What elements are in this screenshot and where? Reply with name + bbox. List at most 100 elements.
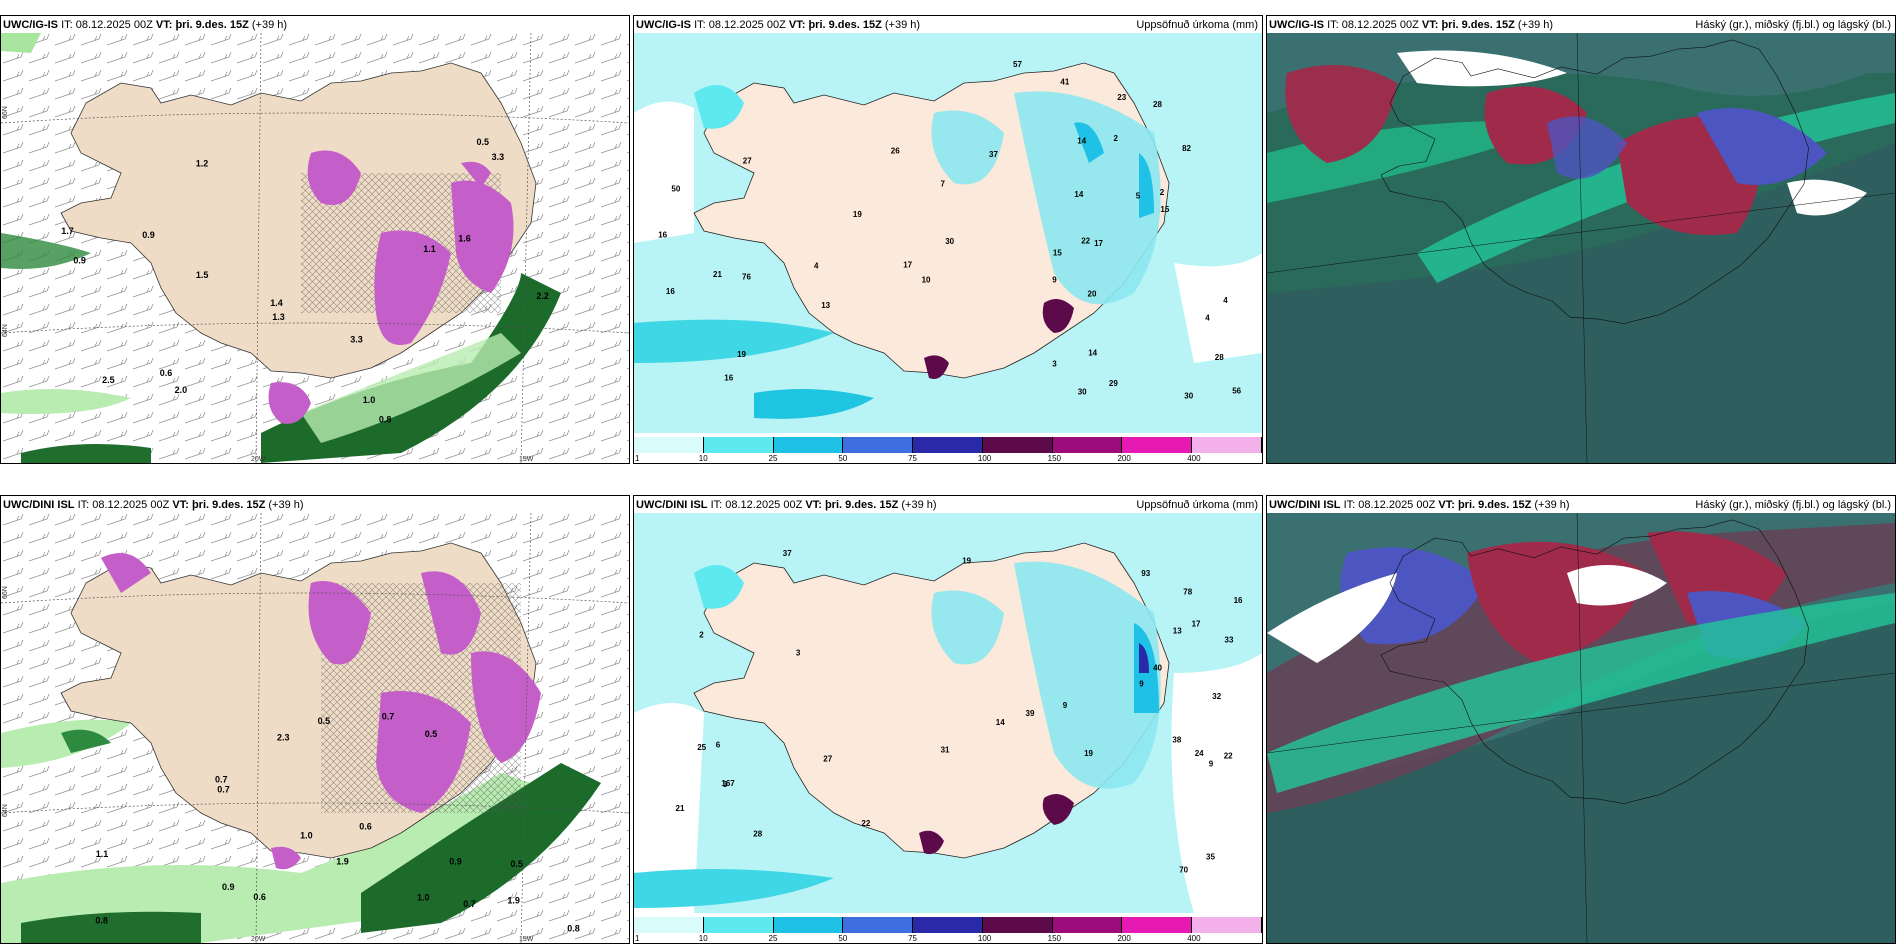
value-label: 16 [724, 374, 733, 383]
value-label: 33 [1225, 636, 1234, 645]
value-label: 70 [1179, 866, 1188, 875]
panel-header: UWC/IG-IS IT: 08.12.2025 00Z VT: þri. 9.… [636, 19, 921, 31]
value-label: 38 [1172, 735, 1181, 744]
value-label: 19 [737, 350, 746, 359]
value-label: 15 [1053, 249, 1062, 258]
value-label: 19 [853, 210, 862, 219]
panel-dini-snow-wind: UWC/DINI ISL IT: 08.12.2025 00Z VT: þri.… [0, 495, 630, 944]
value-label: 0.9 [222, 882, 235, 892]
panel-header: UWC/DINI ISL IT: 08.12.2025 00Z VT: þri.… [3, 499, 304, 511]
value-label: 27 [823, 754, 832, 763]
colorbar-cell [634, 917, 704, 933]
value-label: 1.4 [270, 298, 283, 308]
value-label: 20 [1088, 290, 1097, 299]
lat-label: 66N [2, 106, 9, 119]
value-label: 17 [1192, 619, 1201, 628]
value-label: 76 [742, 272, 751, 281]
value-label: 10 [922, 275, 931, 284]
colorbar-tick-label: 75 [908, 934, 918, 943]
value-label: 56 [1232, 387, 1241, 396]
value-label: 13 [1173, 627, 1182, 636]
value-label: 21 [676, 804, 685, 813]
value-label: 17 [903, 260, 912, 269]
value-label: 0.7 [217, 784, 230, 794]
value-label: 16 [666, 287, 675, 296]
value-label: 2.5 [102, 375, 115, 385]
value-label: 28 [753, 830, 762, 839]
colorbar-cell [1052, 917, 1123, 933]
colorbar-cell [982, 437, 1053, 453]
lat-label: 64N [2, 324, 9, 337]
value-label: 167 [721, 779, 735, 788]
precip-map: 3 3 2 22 24 32 70 27 28 37 19 21 39 33 38 31 22 25 167 40 78… [634, 513, 1262, 913]
precip-colorbar: 1 10 25 50 75 100 150 200 400 [634, 435, 1262, 463]
value-label: 0.9 [142, 230, 155, 240]
colorbar-cell [703, 917, 774, 933]
panel-igis-clouds: UWC/IG-IS IT: 08.12.2025 00Z VT: þri. 9.… [1266, 15, 1896, 464]
colorbar-cell [1122, 437, 1193, 453]
value-label: 24 [1195, 749, 1204, 758]
value-label: 1.9 [336, 857, 349, 867]
value-label: 1.0 [300, 830, 313, 840]
value-label: 2.0 [175, 385, 188, 395]
value-label: 30 [1184, 392, 1193, 401]
value-label: 39 [1026, 709, 1035, 718]
colorbar-tick-label: 400 [1187, 934, 1201, 943]
value-label: 9 [1139, 679, 1144, 688]
precip-map: 9 4 5 4 3 2 2 7 28 29 22 15 16 20 13 30 28 21 23 26 10 16 14 41… [634, 33, 1262, 433]
panel-header: UWC/DINI ISL IT: 08.12.2025 00Z VT: þri.… [1269, 499, 1570, 511]
value-label: 1.2 [196, 158, 209, 168]
value-label: 1.1 [423, 244, 436, 254]
colorbar-tick-label: 200 [1117, 454, 1131, 463]
value-label: 4 [1223, 296, 1228, 305]
value-label: 7 [941, 180, 946, 189]
value-label: 28 [1153, 100, 1162, 109]
value-label: 0.8 [567, 924, 580, 934]
value-label: 0.9 [449, 856, 462, 866]
value-label: 0.8 [95, 916, 108, 926]
value-label: 14 [1074, 190, 1083, 199]
value-label: 22 [1081, 236, 1090, 245]
panel-title: Uppsöfnuð úrkoma (mm) [1136, 19, 1258, 31]
value-label: 0.5 [318, 716, 331, 726]
panel-title: Háský (gr.), miðský (fj.bl.) og lágský (… [1695, 499, 1891, 511]
value-label: 1.7 [61, 226, 74, 236]
snow-wind-map: 66N 64N 20W 15W 0.8 1.2 0.6 0.9 1.6 1.0 2.2 1.5… [1, 33, 629, 463]
colorbar-tick-label: 50 [838, 934, 848, 943]
panel-igis-snow-wind: UWC/IG-IS IT: 08.12.2025 00Z VT: þri. 9.… [0, 15, 630, 464]
value-label: 0.5 [477, 137, 490, 147]
colorbar-cell [982, 917, 1053, 933]
value-label: 0.8 [379, 414, 392, 424]
value-label: 1.9 [507, 895, 520, 905]
value-label: 6 [716, 740, 721, 749]
value-label: 23 [1117, 93, 1126, 102]
value-label: 31 [941, 746, 950, 755]
panel-header: UWC/DINI ISL IT: 08.12.2025 00Z VT: þri.… [636, 499, 937, 511]
value-label: 9 [1052, 276, 1057, 285]
colorbar-tick-label: 25 [768, 934, 778, 943]
value-label: 2 [699, 631, 704, 640]
value-label: 14 [1077, 136, 1086, 145]
value-label: 93 [1141, 569, 1150, 578]
value-label: 22 [861, 819, 870, 828]
colorbar-tick-label: 400 [1187, 454, 1201, 463]
colorbar-tick-label: 150 [1047, 454, 1062, 463]
value-label: 57 [1013, 60, 1022, 69]
colorbar-tick-label: 75 [908, 454, 918, 463]
value-label: 4 [814, 261, 819, 270]
value-label: 1.1 [96, 849, 109, 859]
colorbar-cell [913, 437, 983, 453]
value-label: 0.6 [359, 822, 372, 832]
value-label: 1.0 [363, 395, 376, 405]
value-label: 50 [671, 185, 680, 194]
value-label: 3 [796, 649, 801, 658]
value-label: 2 [1160, 188, 1165, 197]
value-label: 30 [1078, 388, 1087, 397]
colorbar-tick-label: 100 [977, 934, 992, 943]
value-label: 19 [962, 557, 971, 566]
colorbar-cell [843, 917, 914, 933]
precip-colorbar: 1 10 25 50 75 100 150 200 400 [634, 915, 1262, 943]
colorbar-tick-label: 200 [1117, 934, 1131, 943]
value-label: 29 [1109, 379, 1118, 388]
colorbar-cell [1192, 437, 1262, 453]
